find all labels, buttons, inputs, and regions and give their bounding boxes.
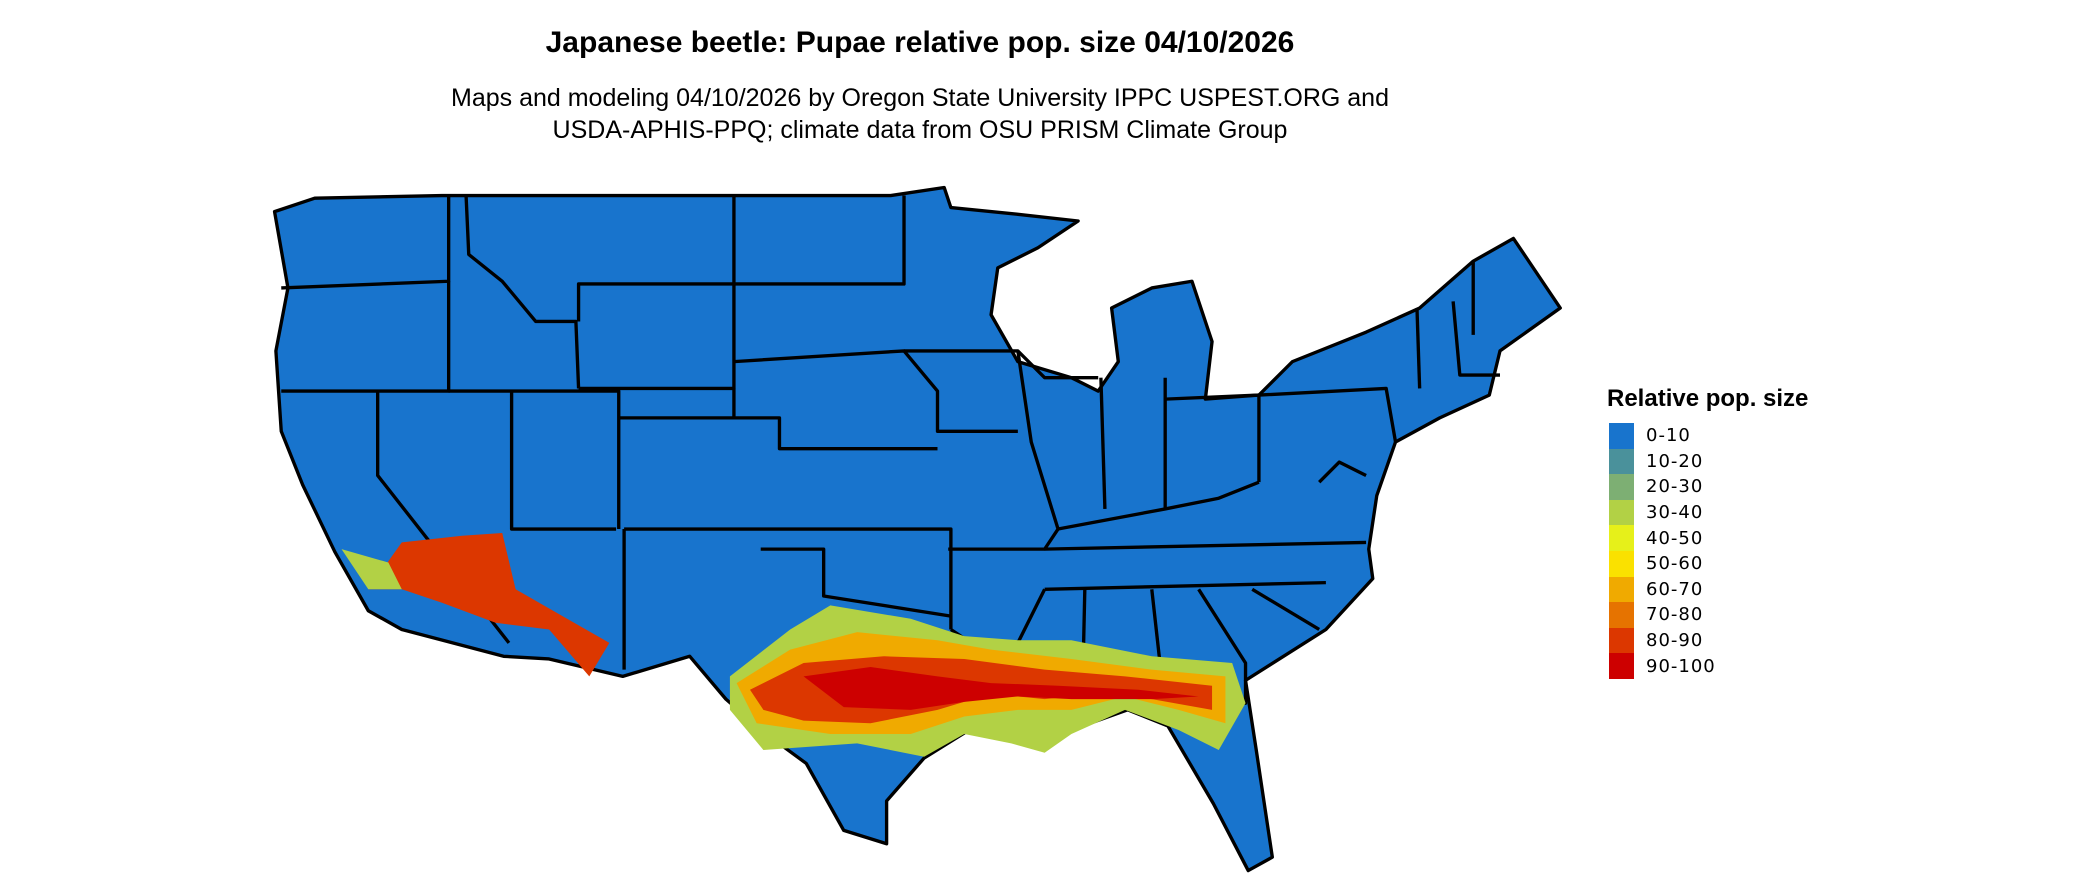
pop-zone-west [368, 533, 610, 677]
legend-swatch [1609, 423, 1634, 449]
legend-swatch [1609, 550, 1634, 577]
legend-swatch [1609, 448, 1634, 475]
legend-label: 90-100 [1646, 655, 1716, 677]
pop-zone-peak [803, 666, 1199, 710]
legend-label: 0-10 [1646, 425, 1691, 447]
legend-label: 80-90 [1646, 630, 1704, 652]
legend-entry: 10-20 [1609, 448, 1808, 475]
map-subtitle-line-1: Maps and modeling 04/10/2026 by Oregon S… [451, 84, 1389, 112]
pop-zone-west-low [341, 549, 402, 590]
map-title: Japanese beetle: Pupae relative pop. siz… [545, 26, 1295, 59]
legend-swatch [1609, 576, 1634, 603]
legend-entry: 50-60 [1609, 550, 1808, 577]
legend-title: Relative pop. size [1607, 385, 1809, 412]
legend-swatch [1609, 602, 1634, 628]
legend-label: 50-60 [1646, 553, 1704, 575]
legend: Relative pop. size 0-10 10-20 20-30 30-40 40… [1607, 385, 1809, 679]
legend-label: 40-50 [1646, 527, 1704, 549]
legend-entry: 60-70 [1609, 576, 1808, 603]
legend-entry: 0-10 [1609, 423, 1808, 449]
legend-swatch [1609, 474, 1634, 500]
legend-swatch [1609, 653, 1634, 679]
legend-label: 10-20 [1646, 450, 1704, 472]
legend-label: 30-40 [1646, 502, 1704, 524]
legend-entry: 40-50 [1609, 525, 1808, 551]
legend-entry: 20-30 [1609, 474, 1808, 500]
population-overlay [341, 533, 1246, 757]
legend-label: 60-70 [1646, 578, 1704, 600]
map-subtitle-line-2: USDA-APHIS-PPQ; climate data from OSU PR… [552, 116, 1288, 144]
legend-entry: 80-90 [1609, 627, 1808, 654]
legend-label: 20-30 [1646, 476, 1704, 498]
legend-entry: 90-100 [1609, 653, 1808, 679]
legend-label: 70-80 [1646, 604, 1704, 626]
legend-swatch [1609, 499, 1634, 526]
legend-swatch [1609, 627, 1634, 654]
legend-entry: 70-80 [1609, 602, 1808, 628]
legend-swatch [1609, 525, 1634, 551]
legend-entry: 30-40 [1609, 499, 1808, 526]
